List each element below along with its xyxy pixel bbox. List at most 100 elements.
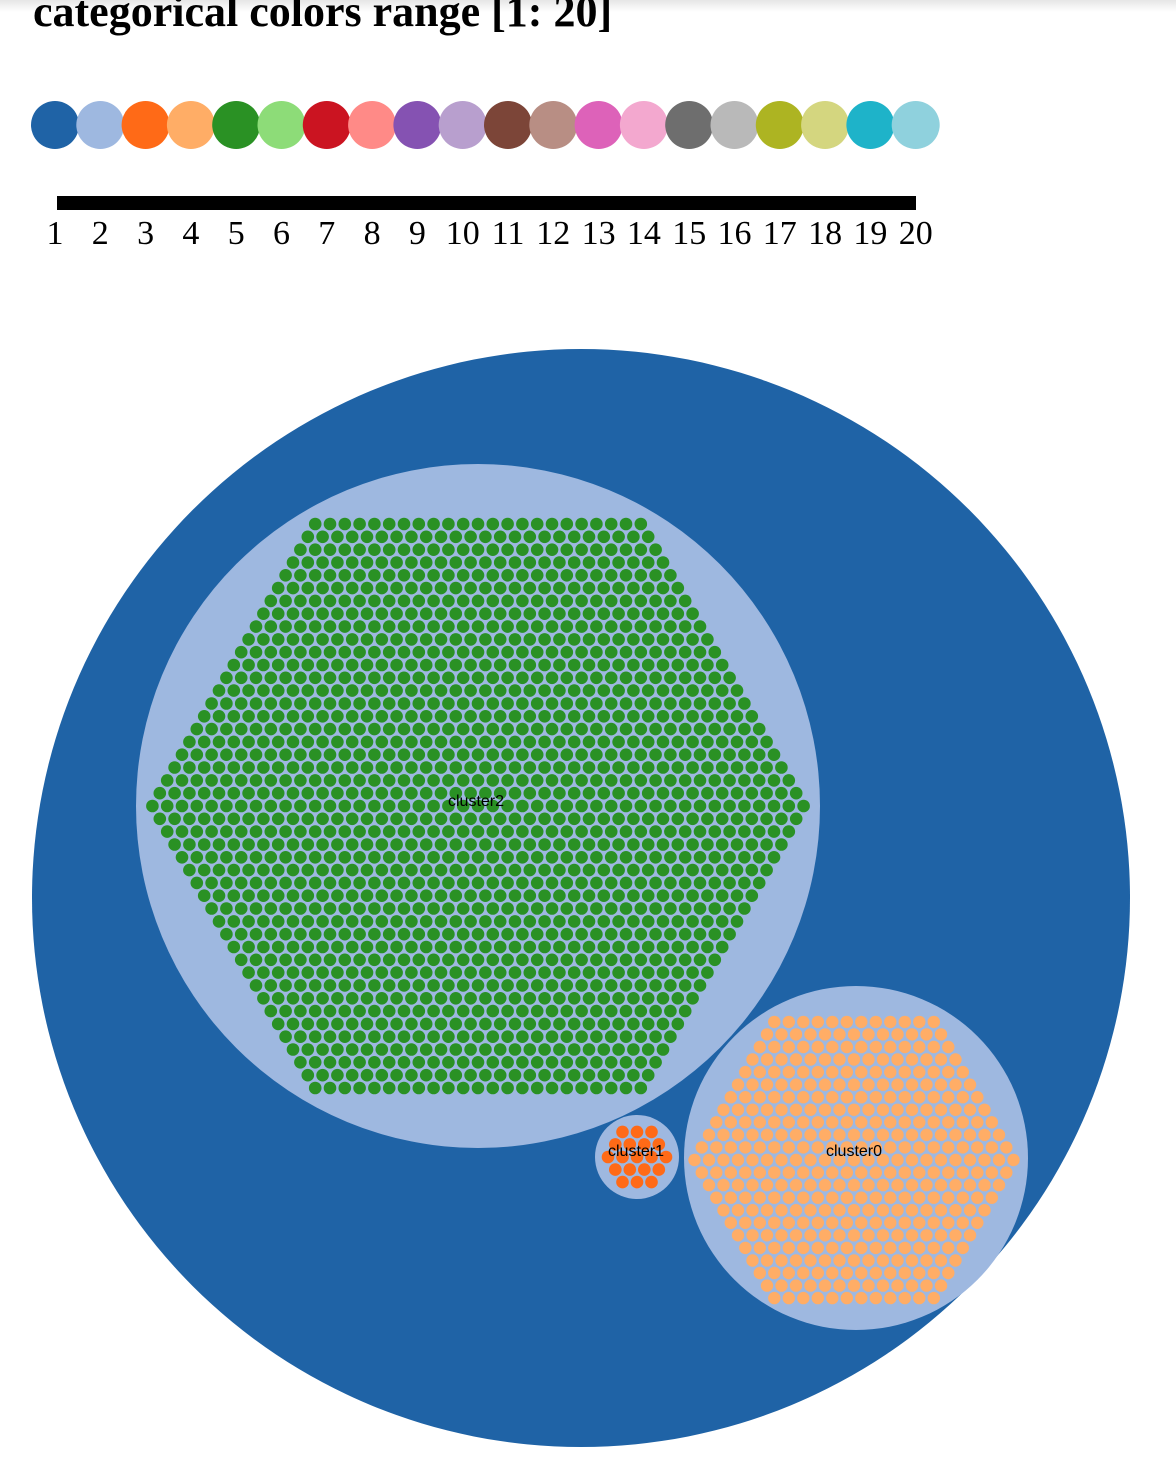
cluster2-leaf-dot [257, 940, 270, 954]
cluster2-leaf-dot [582, 966, 596, 979]
cluster2-leaf-dot [641, 735, 655, 749]
cluster0-leaf-dot [942, 1141, 955, 1154]
cluster0-leaf-dot [884, 1291, 897, 1305]
cluster0-leaf-dot [949, 1053, 962, 1066]
cluster0-leaf-dot [927, 1040, 940, 1054]
cluster0-leaf-dot [833, 1028, 846, 1041]
cluster2-leaf-dot [575, 620, 588, 633]
cluster2-leaf-dot [419, 633, 433, 646]
cluster0-leaf-dot [876, 1254, 890, 1267]
cluster0-leaf-dot [739, 1241, 752, 1255]
cluster2-leaf-dot [664, 1004, 677, 1018]
cluster2-leaf-dot [641, 786, 655, 800]
cluster2-leaf-dot [382, 902, 396, 915]
cluster0-leaf-dot [789, 1229, 803, 1242]
cluster2-leaf-dot [264, 645, 278, 659]
cluster2-leaf-dot [523, 940, 537, 954]
cluster1-leaf-dot [601, 1150, 615, 1164]
cluster2-leaf-dot [405, 966, 418, 979]
cluster0-leaf-dot [913, 1266, 926, 1280]
cluster0-leaf-dot [898, 1266, 911, 1280]
cluster0-leaf-dot [942, 1065, 955, 1079]
cluster2-leaf-dot [382, 517, 396, 531]
cluster2-leaf-dot [456, 543, 470, 556]
cluster2-leaf-dot [456, 774, 470, 787]
cluster2-leaf-dot [604, 902, 618, 915]
cluster2-leaf-dot [508, 889, 522, 902]
cluster2-leaf-dot [316, 992, 329, 1005]
cluster2-leaf-dot [738, 774, 751, 787]
cluster2-leaf-dot [530, 774, 544, 787]
cluster2-leaf-dot [442, 851, 455, 864]
cluster0-leaf-dot [869, 1291, 882, 1305]
cluster0-leaf-dot [876, 1128, 890, 1142]
cluster0-leaf-dot [811, 1291, 824, 1305]
cluster2-leaf-dot [331, 915, 344, 928]
cluster2-leaf-dot [264, 1004, 278, 1018]
cluster2-leaf-dot [442, 825, 455, 838]
cluster2-leaf-dot [412, 722, 426, 736]
cluster0-leaf-dot [782, 1040, 795, 1054]
cluster2-leaf-dot [368, 1030, 381, 1043]
cluster2-leaf-dot [360, 581, 374, 595]
cluster2-leaf-dot [405, 530, 418, 544]
cluster2-leaf-dot [664, 697, 677, 710]
cluster2-leaf-dot [316, 684, 329, 697]
cluster1-leaf-dot [609, 1138, 622, 1151]
cluster1-leaf-dot [623, 1163, 637, 1176]
cluster2-leaf-dot [308, 517, 322, 531]
cluster2-leaf-dot [634, 594, 648, 608]
cluster2-leaf-dot [412, 825, 426, 838]
cluster2-leaf-dot [693, 722, 707, 736]
cluster2-leaf-dot [264, 979, 278, 992]
cluster2-leaf-dot [234, 851, 248, 864]
cluster2-leaf-dot [197, 735, 211, 749]
cluster2-leaf-dot [294, 902, 307, 915]
cluster2-leaf-dot [501, 1081, 514, 1095]
cluster2-leaf-dot [249, 825, 263, 838]
cluster2-leaf-dot [760, 786, 773, 800]
cluster2-leaf-dot [641, 556, 655, 569]
cluster2-leaf-dot [279, 594, 292, 608]
scale-bar [57, 196, 916, 210]
cluster0-leaf-dot [891, 1279, 904, 1292]
cluster2-leaf-dot [434, 992, 448, 1005]
cluster2-leaf-dot [294, 927, 307, 941]
cluster0-leaf-dot [847, 1229, 861, 1242]
cluster2-leaf-dot [612, 761, 625, 774]
cluster0-leaf-dot [855, 1065, 868, 1079]
cluster2-leaf-dot [397, 927, 411, 941]
cluster0-leaf-dot [840, 1141, 853, 1154]
cluster2-leaf-dot [427, 979, 440, 992]
cluster0-leaf-dot [731, 1153, 745, 1167]
cluster0-leaf-dot [949, 1153, 962, 1167]
cluster2-leaf-dot [656, 992, 670, 1005]
cluster2-leaf-dot [323, 1081, 337, 1095]
cluster0-leaf-dot [717, 1153, 730, 1167]
cluster0-leaf-dot [913, 1015, 926, 1029]
cluster2-leaf-dot [442, 774, 455, 787]
cluster2-leaf-dot [649, 671, 662, 685]
cluster0-leaf-dot [804, 1078, 817, 1091]
cluster2-leaf-dot [686, 915, 699, 928]
cluster2-leaf-dot [168, 761, 181, 774]
cluster2-leaf-dot [427, 569, 440, 582]
cluster2-leaf-dot [257, 633, 270, 646]
cluster0-leaf-dot [913, 1166, 926, 1179]
cluster0-leaf-dot [724, 1091, 737, 1104]
cluster2-leaf-dot [641, 761, 655, 774]
cluster2-leaf-dot [686, 633, 699, 646]
cluster2-leaf-dot [353, 979, 366, 992]
cluster2-leaf-dot [301, 684, 315, 697]
cluster0-leaf-dot [971, 1141, 984, 1154]
cluster2-leaf-dot [271, 863, 285, 877]
cluster2-leaf-dot [656, 556, 670, 569]
cluster2-leaf-dot [530, 902, 544, 915]
cluster2-leaf-dot [686, 889, 699, 902]
cluster2-leaf-dot [627, 658, 640, 672]
cluster0-leaf-dot [905, 1229, 919, 1242]
cluster0-leaf-dot [826, 1040, 839, 1054]
cluster2-leaf-dot [419, 863, 433, 877]
cluster2-leaf-dot [641, 581, 655, 595]
cluster2-leaf-dot [360, 1043, 374, 1056]
